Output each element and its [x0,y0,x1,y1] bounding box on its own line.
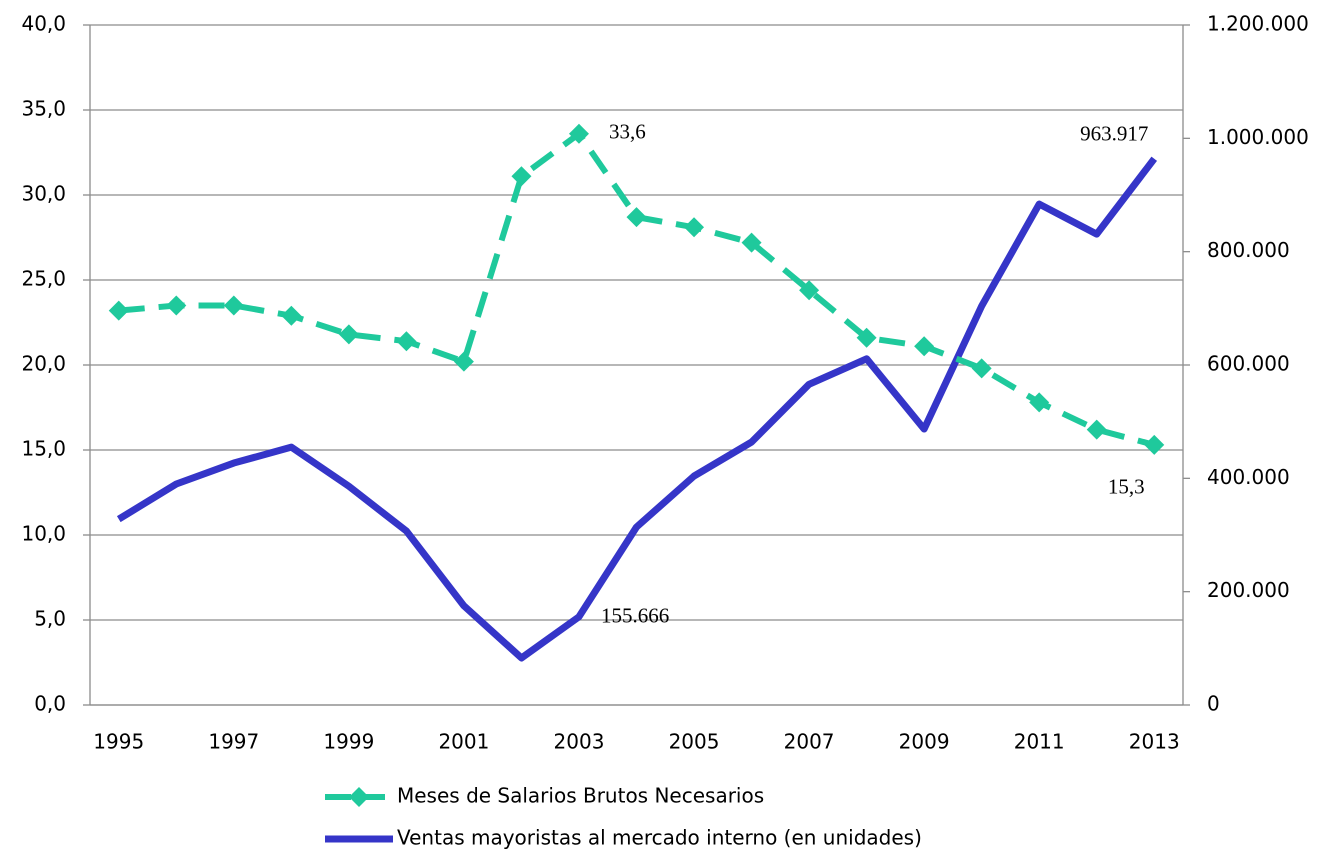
x-tick-label: 2005 [669,730,720,754]
marker [568,123,589,144]
marker [1029,392,1050,413]
marker [511,166,532,187]
series-line [116,156,1158,662]
y-tick-label: 15,0 [21,437,66,461]
data-label: 155.666 [601,604,669,628]
y-tick-label: 25,0 [21,267,66,291]
legend-label: Meses de Salarios Brutos Necesarios [397,784,764,808]
marker [166,295,187,316]
y-tick-label: 0,0 [34,692,66,716]
series-line [118,130,1156,448]
x-tick-label: 1997 [208,730,259,754]
marker [856,327,877,348]
y2-tick-label: 400.000 [1207,465,1290,489]
marker [281,305,302,326]
y2-tick-label: 1.200.000 [1207,12,1309,36]
y-tick-label: 35,0 [21,97,66,121]
x-tick-label: 2001 [438,730,489,754]
marker [684,217,705,238]
y2-tick-label: 0 [1207,692,1220,716]
marker [223,295,244,316]
y2-tick-label: 1.000.000 [1207,125,1309,149]
marker [396,331,417,352]
y-tick-label: 40,0 [21,12,66,36]
y2-tick-label: 200.000 [1207,578,1290,602]
x-tick-label: 1995 [93,730,144,754]
y2-tick-label: 800.000 [1207,238,1290,262]
x-tick-label: 1999 [323,730,374,754]
marker [741,232,762,253]
marker [914,336,935,357]
marker [1086,419,1107,440]
x-tick-label: 2011 [1014,730,1065,754]
data-label: 15,3 [1108,475,1145,499]
legend-marker [349,787,369,807]
x-tick-label: 2003 [554,730,605,754]
marker [453,351,474,372]
y-tick-label: 10,0 [21,522,66,546]
y-tick-label: 20,0 [21,352,66,376]
data-label: 963.917 [1080,122,1148,146]
marker [626,207,647,228]
marker [108,300,129,321]
x-tick-label: 2013 [1129,730,1180,754]
y-tick-label: 5,0 [34,607,66,631]
data-label: 33,6 [609,120,646,144]
marker [799,280,820,301]
y-tick-label: 30,0 [21,182,66,206]
marker [338,324,359,345]
legend-label: Ventas mayoristas al mercado interno (en… [397,826,922,850]
x-tick-label: 2007 [784,730,835,754]
y2-tick-label: 600.000 [1207,352,1290,376]
marker [1144,434,1165,455]
x-tick-label: 2009 [899,730,950,754]
marker [971,358,992,379]
